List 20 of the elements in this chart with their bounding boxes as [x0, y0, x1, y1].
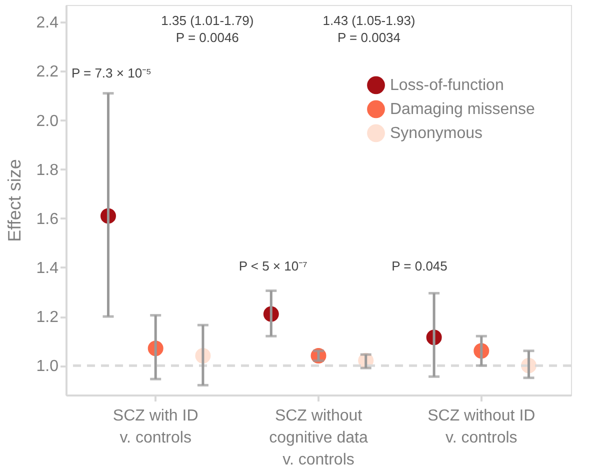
- legend-label: Synonymous: [390, 125, 482, 142]
- annotation: P < 5 × 10⁻⁷: [238, 258, 308, 274]
- annotation: P = 0.045: [392, 258, 448, 274]
- annotation: 1.35 (1.01-1.79) P = 0.0046: [161, 12, 254, 45]
- x-tick-label: SCZ with ID v. controls: [112, 408, 198, 446]
- legend-label: Loss-of-function: [390, 77, 504, 94]
- y-tick-label: 2.2: [36, 64, 59, 81]
- annotation: P = 7.3 × 10⁻⁵: [71, 65, 152, 80]
- x-tick-label: SCZ without cognitive data v. controls: [269, 408, 368, 468]
- y-tick-label: 1.2: [36, 309, 59, 326]
- legend-label: Damaging missense: [390, 101, 536, 118]
- y-tick-label: 2.0: [36, 112, 59, 130]
- y-tick-label: 2.4: [36, 14, 59, 32]
- x-tick-label: SCZ without ID v. controls: [428, 408, 536, 446]
- y-axis-title: Effect size: [4, 159, 24, 242]
- y-tick-label: 1.0: [36, 358, 59, 376]
- annotation: 1.43 (1.05-1.93) P = 0.0034: [322, 12, 416, 45]
- y-tick-label: 1.4: [36, 260, 59, 277]
- y-tick-label: 1.8: [36, 162, 59, 179]
- y-tick-label: 1.6: [36, 210, 59, 228]
